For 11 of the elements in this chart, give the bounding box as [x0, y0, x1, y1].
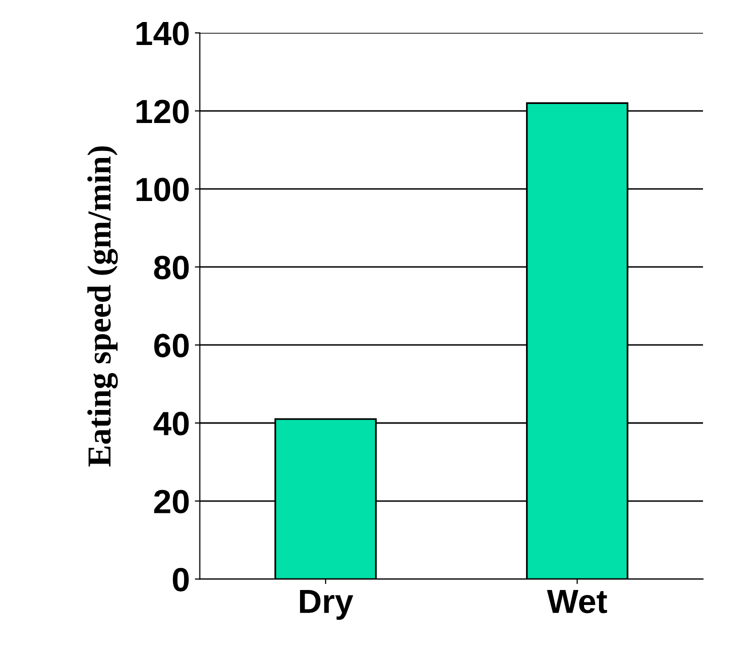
- y-tick-label: 40: [154, 412, 189, 436]
- y-tick-label: 140: [136, 22, 189, 46]
- x-tick-label: Wet: [546, 590, 608, 614]
- y-tick-label: 20: [154, 490, 189, 514]
- y-tick-label: 60: [154, 334, 189, 358]
- y-tick-label: 120: [136, 100, 189, 124]
- y-axis-title: Eating speed (gm/min): [87, 146, 118, 467]
- y-tick-label: 0: [172, 568, 189, 592]
- y-tick-label: 100: [136, 178, 189, 202]
- y-tick-label: 80: [154, 256, 189, 280]
- x-tick-label: Dry: [300, 590, 354, 620]
